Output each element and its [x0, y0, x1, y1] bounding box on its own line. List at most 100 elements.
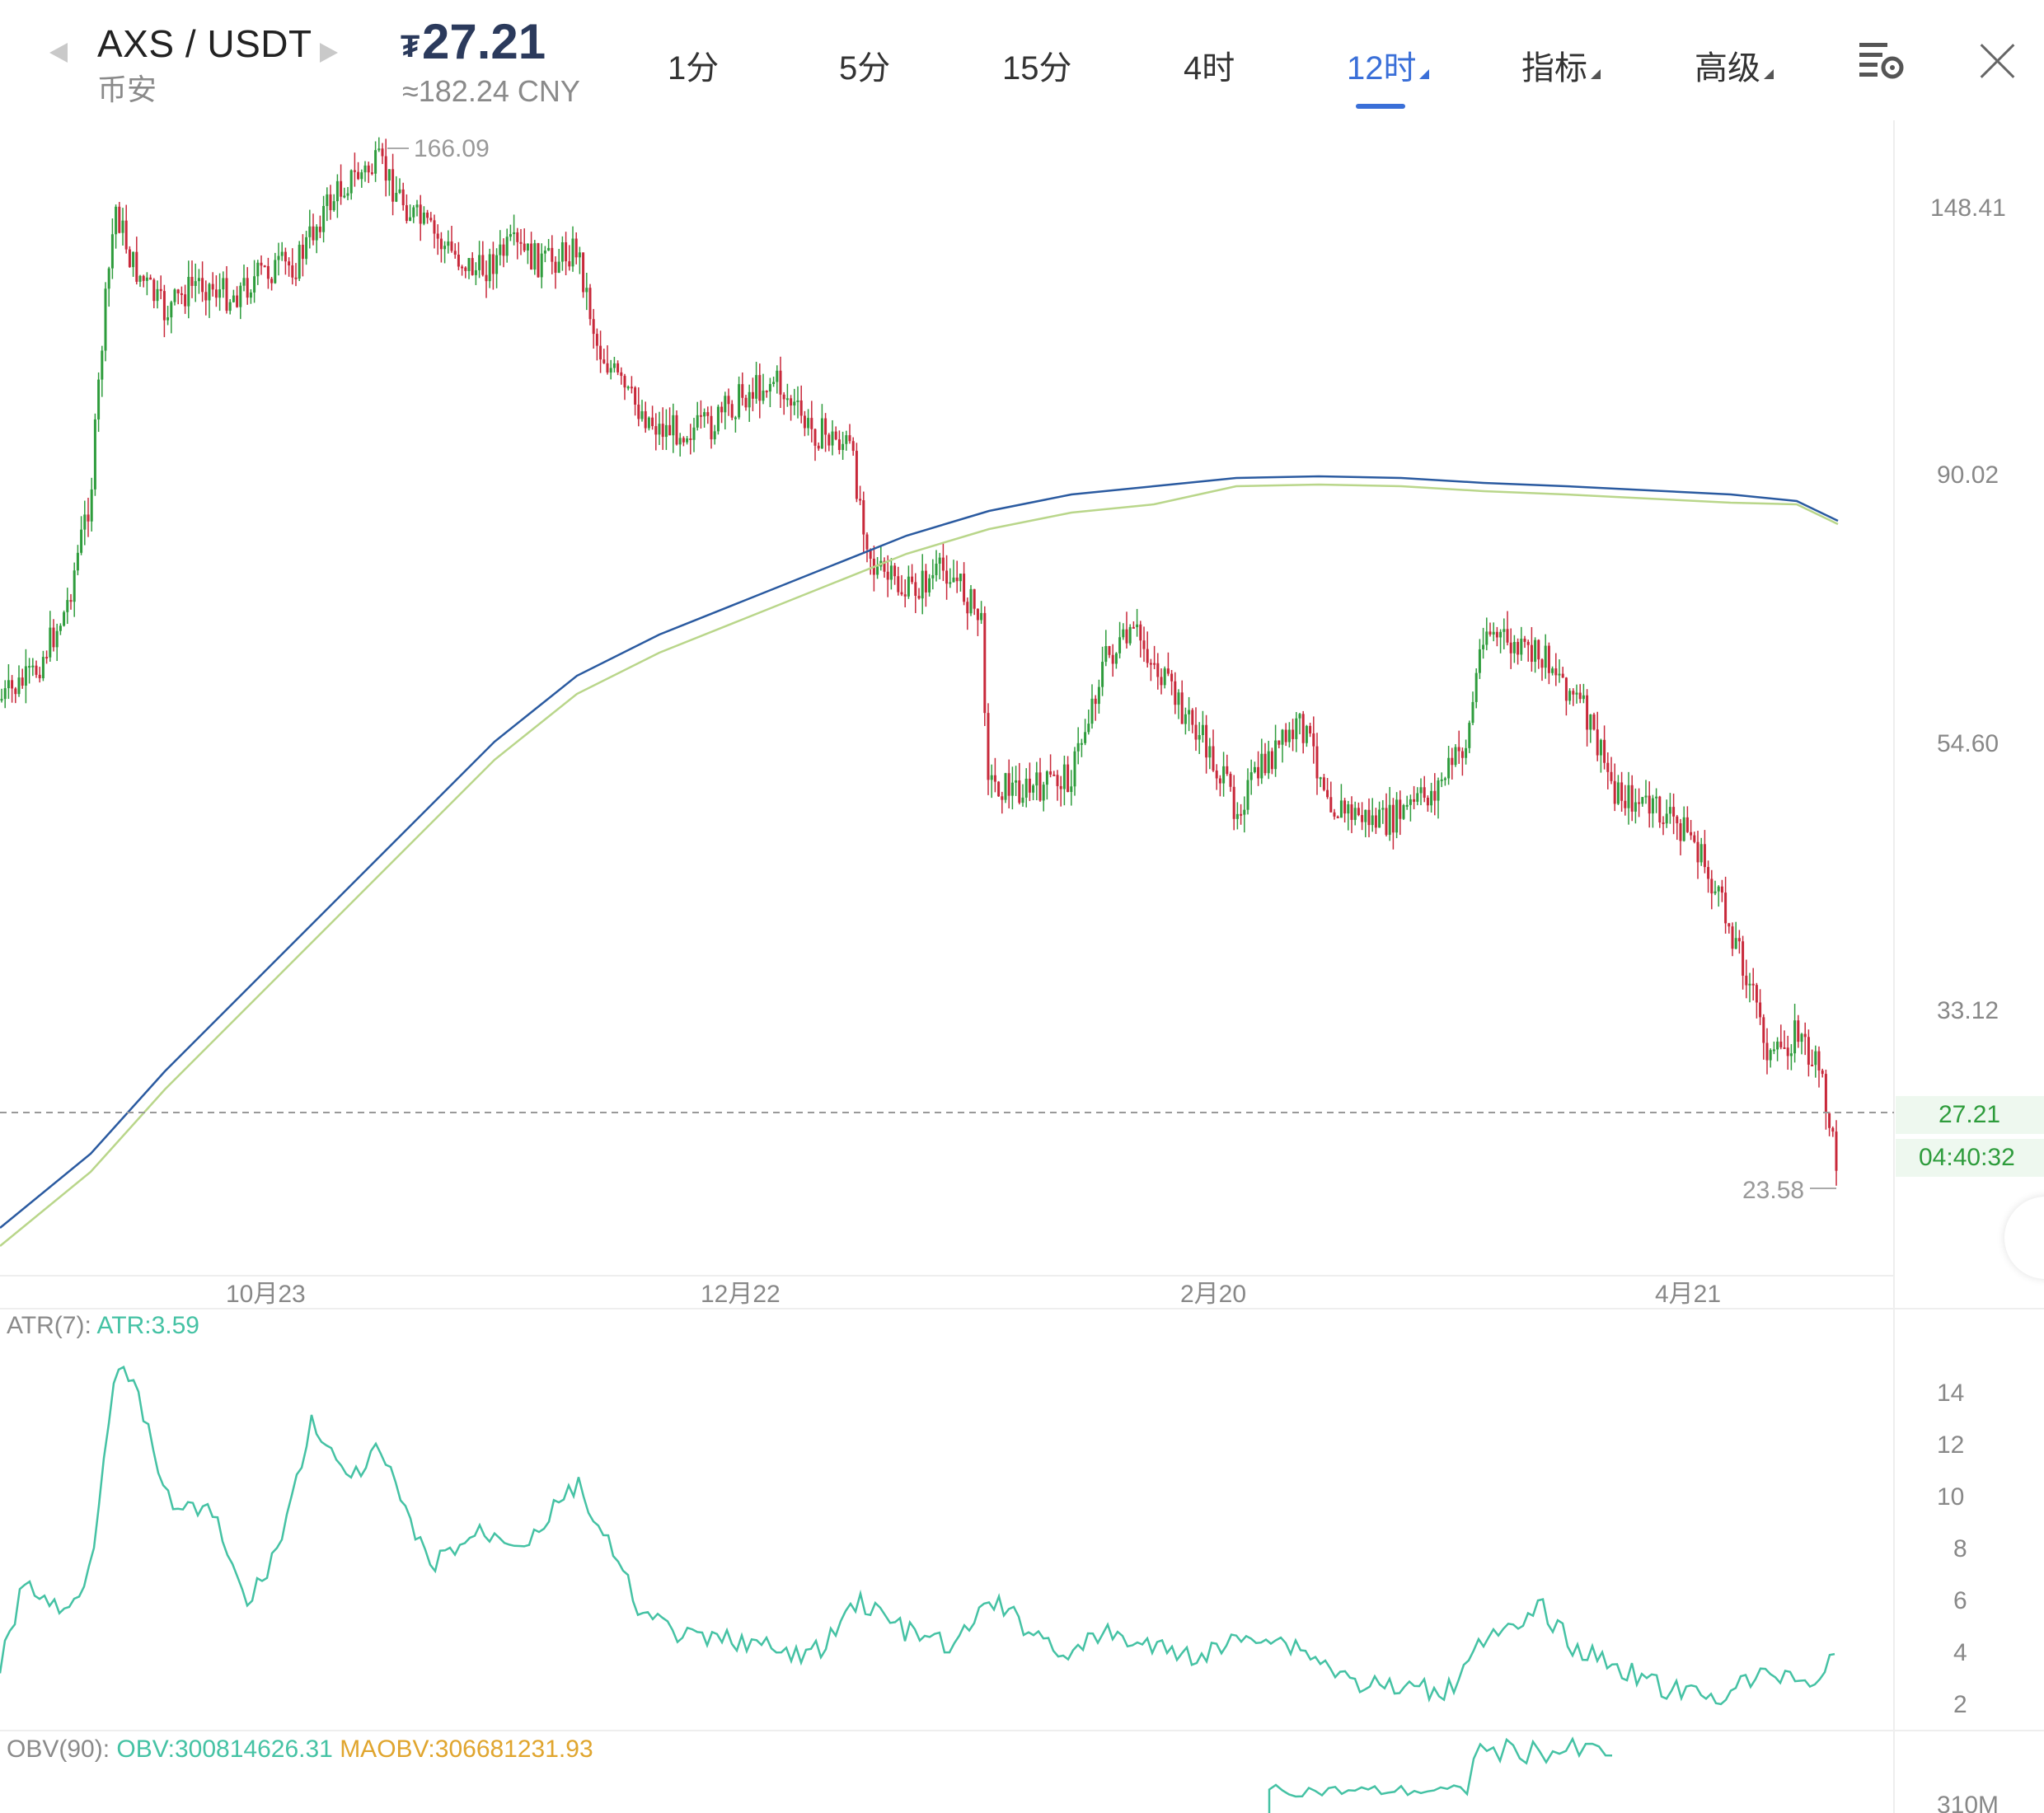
candle-body [1547, 645, 1550, 673]
candle-body [1713, 891, 1717, 894]
candle-body [1433, 790, 1437, 801]
candle-body [363, 165, 367, 173]
candle-body [1309, 725, 1312, 733]
candle-body [124, 220, 128, 250]
candle-body [142, 275, 145, 281]
candle-body [842, 443, 845, 451]
candle-body [672, 415, 675, 436]
candle-body [1235, 813, 1239, 819]
candle-body [938, 557, 941, 564]
candle-body [138, 275, 142, 282]
candle-body [1146, 649, 1149, 663]
candle-body [1485, 631, 1488, 645]
candle-body [1329, 797, 1333, 813]
candle-body [1800, 1033, 1803, 1042]
candle-body [966, 602, 969, 614]
candle-body [1544, 645, 1547, 668]
tab-12h[interactable]: 12时 [1347, 50, 1417, 87]
candle-body [623, 376, 626, 388]
candle-body [176, 289, 180, 293]
candle-body [1021, 797, 1024, 803]
candle-body [184, 294, 187, 307]
candle-body [1627, 785, 1630, 808]
candle-body [692, 427, 696, 440]
candle-body [554, 261, 557, 273]
candle-body [602, 359, 606, 363]
tab-indicators[interactable]: 指标 [1521, 50, 1587, 87]
candle-body [713, 431, 716, 440]
candle-body [1443, 778, 1446, 780]
candle-body [318, 227, 321, 232]
candle-body [1499, 631, 1503, 638]
candle-body [1284, 729, 1287, 743]
atr-line [0, 1366, 1835, 1706]
candle-body [332, 201, 335, 211]
candle-body [1153, 663, 1156, 665]
candle-body [941, 557, 945, 571]
candle-body [1530, 644, 1533, 663]
countdown-label: 04:40:32 [1919, 1144, 2015, 1171]
next-pair-arrow-icon[interactable] [320, 43, 338, 63]
candle-body [1811, 1064, 1814, 1066]
candle-body [630, 386, 633, 389]
candle-body [1835, 1131, 1838, 1171]
tab-1m[interactable]: 1分 [668, 50, 720, 87]
candle-body [1111, 654, 1114, 664]
candle-body [1554, 668, 1558, 676]
current-price-tag [1896, 1096, 2044, 1134]
candle-body [1243, 809, 1246, 815]
candle-body [55, 630, 59, 648]
candle-body [574, 238, 578, 258]
candle-body [1762, 1017, 1765, 1043]
candle-body [1166, 668, 1170, 674]
candle-body [1125, 629, 1128, 644]
tab-advanced[interactable]: 高级 [1695, 50, 1760, 87]
candle-body [1759, 1002, 1762, 1018]
candle-body [827, 434, 831, 446]
tab-5m[interactable]: 5分 [839, 50, 891, 87]
price-cny: ≈182.24 CNY [402, 74, 580, 108]
candle-body [793, 401, 796, 406]
candle-body [744, 397, 748, 408]
candle-body [1523, 639, 1526, 642]
candle-body [280, 251, 284, 256]
candle-body [1326, 789, 1329, 798]
candle-body [236, 295, 239, 307]
candle-body [1076, 743, 1080, 752]
candle-body [405, 205, 408, 222]
prev-pair-arrow-icon[interactable] [49, 43, 68, 63]
candle-body [1049, 771, 1052, 775]
candle-body [1693, 835, 1696, 842]
candle-body [620, 372, 623, 377]
candle-body [1160, 677, 1163, 686]
pair-name[interactable]: AXS / USDT [97, 22, 312, 65]
candle-body [1378, 809, 1381, 828]
candle-body [211, 283, 214, 290]
candle-body [370, 172, 373, 175]
candle-body [634, 387, 637, 405]
candle-body [1783, 1047, 1786, 1049]
candle-body [1468, 723, 1471, 748]
atr-legend-name: ATR(7): [7, 1312, 91, 1339]
candle-body [658, 424, 661, 435]
candle-body [322, 205, 326, 232]
candle-body [1710, 878, 1713, 894]
candle-body [387, 169, 391, 181]
candle-body [377, 148, 381, 151]
candle-body [1748, 983, 1751, 986]
candle-body [1038, 772, 1042, 801]
candle-body [1803, 1033, 1807, 1038]
candle-body [790, 398, 793, 406]
tab-15m[interactable]: 15分 [1002, 50, 1072, 87]
candle-body [505, 237, 509, 256]
candle-body [1575, 692, 1578, 695]
candle-body [1769, 1050, 1772, 1061]
chart-settings-icon[interactable] [1858, 40, 1906, 81]
candle-body [848, 435, 851, 442]
candle-body [796, 400, 799, 402]
tab-4h[interactable]: 4时 [1184, 50, 1235, 87]
candle-body [152, 279, 156, 302]
candle-body [1381, 808, 1385, 810]
candle-body [785, 398, 789, 401]
